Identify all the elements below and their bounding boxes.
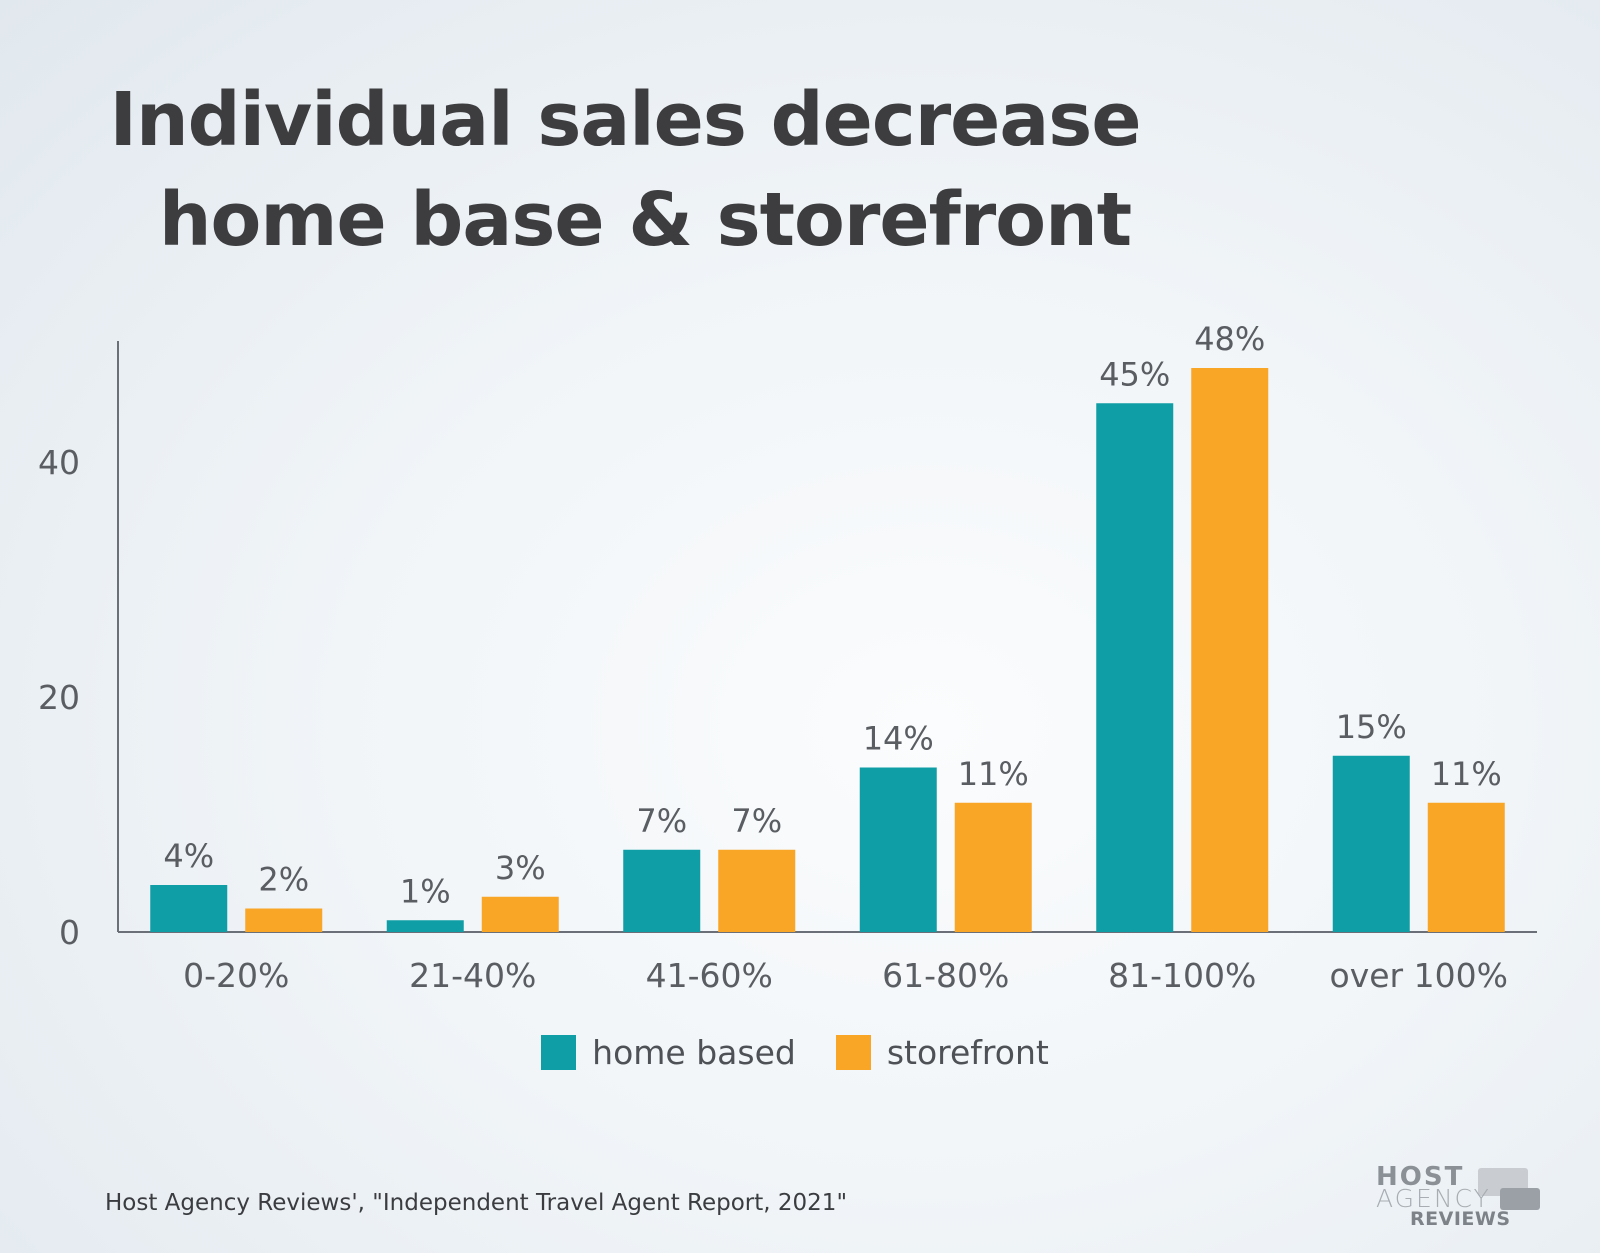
legend-item-storefront: storefront	[835, 1033, 1049, 1072]
x-category-label-2: 41-60%	[646, 956, 773, 995]
y-tick-label-0: 0	[59, 913, 80, 952]
data-label-storefront-2: 7%	[731, 802, 782, 840]
bar-home-based-0	[150, 885, 228, 932]
data-label-home-based-1: 1%	[400, 872, 451, 910]
data-label-storefront-3: 11%	[958, 755, 1029, 793]
chart-title-line-1: Individual sales decrease	[109, 77, 1141, 163]
logo-agency-text: AGENCY	[1376, 1184, 1491, 1213]
legend-swatch-storefront	[835, 1035, 871, 1070]
x-category-label-5: over 100%	[1330, 956, 1508, 995]
bar-storefront-5	[1427, 802, 1505, 932]
legend-swatch-home-based	[541, 1035, 577, 1070]
data-label-home-based-5: 15%	[1336, 708, 1407, 746]
data-label-home-based-3: 14%	[863, 720, 934, 758]
logo-reviews-text: REVIEWS	[1410, 1208, 1511, 1230]
data-label-storefront-0: 2%	[258, 861, 309, 899]
bar-storefront-0	[245, 908, 323, 932]
data-label-home-based-0: 4%	[163, 837, 214, 875]
chart-title-line-2: home base & storefront	[158, 177, 1132, 263]
y-tick-label-40: 40	[38, 443, 80, 482]
bar-storefront-2	[718, 849, 796, 932]
x-category-label-1: 21-40%	[409, 956, 536, 995]
bar-storefront-4	[1191, 368, 1269, 932]
data-label-home-based-4: 45%	[1099, 355, 1170, 393]
legend-label-home-based: home based	[592, 1033, 796, 1072]
x-category-label-3: 61-80%	[882, 956, 1009, 995]
bar-storefront-1	[481, 896, 559, 932]
legend: home based storefront	[0, 1033, 1590, 1072]
x-category-label-0: 0-20%	[183, 956, 289, 995]
legend-item-home-based: home based	[541, 1033, 796, 1072]
data-label-storefront-4: 48%	[1194, 320, 1265, 358]
logo-host-text: HOST	[1376, 1162, 1465, 1192]
data-label-storefront-1: 3%	[495, 849, 546, 887]
host-agency-reviews-logo: HOST AGENCY REVIEWS	[1374, 1162, 1544, 1232]
legend-label-storefront: storefront	[886, 1033, 1049, 1072]
bar-storefront-3	[954, 802, 1032, 932]
data-label-storefront-5: 11%	[1431, 755, 1502, 793]
logo-speech-bubble-small-icon	[1500, 1188, 1540, 1210]
bar-home-based-5	[1332, 755, 1410, 932]
bar-home-based-2	[623, 849, 701, 932]
bar-home-based-3	[859, 767, 937, 932]
source-citation: Host Agency Reviews', "Independent Trave…	[105, 1190, 848, 1216]
bar-home-based-4	[1096, 403, 1174, 932]
data-label-home-based-2: 7%	[636, 802, 687, 840]
x-category-label-4: 81-100%	[1108, 956, 1256, 995]
y-tick-label-20: 20	[38, 678, 80, 717]
bar-home-based-1	[386, 920, 464, 932]
chart-title: Individual sales decrease home base & st…	[0, 70, 1250, 270]
